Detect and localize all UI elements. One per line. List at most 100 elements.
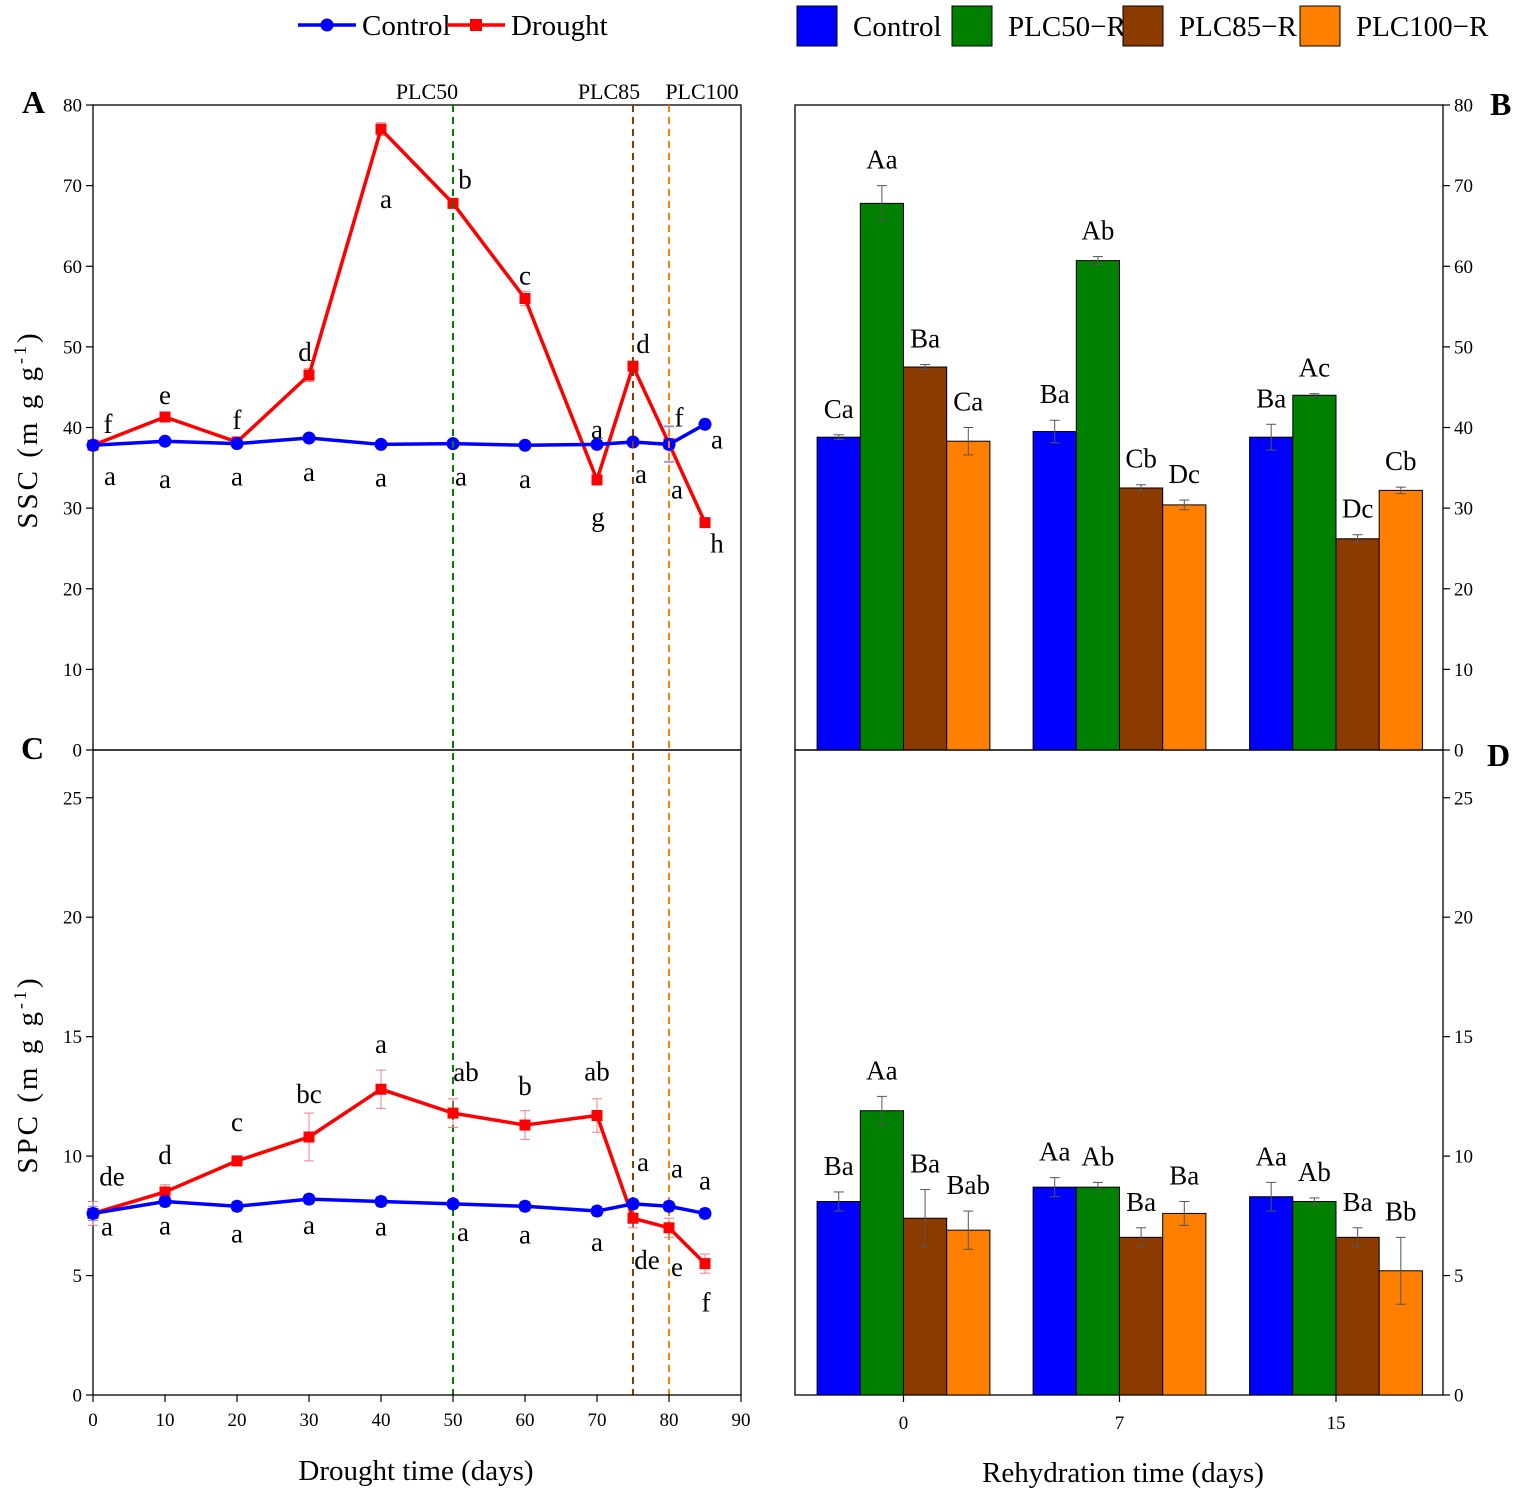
threshold-label: PLC85 xyxy=(578,79,640,104)
panel-letter: C xyxy=(21,730,44,766)
bar xyxy=(859,1110,904,1396)
y-tick-label: 20 xyxy=(1454,579,1473,600)
panel-letter: A xyxy=(22,84,45,120)
y-tick-label: 5 xyxy=(73,1266,83,1287)
control-significance-label: a xyxy=(519,464,531,494)
y-tick-label: 30 xyxy=(1454,499,1473,520)
control-significance-label: a xyxy=(303,1210,315,1240)
drought-point xyxy=(303,1131,315,1143)
control-point xyxy=(302,431,316,445)
control-significance-label: a xyxy=(591,1227,603,1257)
control-point xyxy=(158,434,172,448)
y-tick-label: 70 xyxy=(63,176,82,197)
bar-significance-label: Ca xyxy=(824,394,854,424)
legend-marker xyxy=(320,18,334,32)
bar-significance-label: Ab xyxy=(1081,216,1114,246)
bar-significance-label: Ba xyxy=(1169,1161,1199,1191)
bar xyxy=(946,1229,991,1396)
bar-significance-label: Bb xyxy=(1385,1196,1417,1226)
drought-significance-label: ab xyxy=(453,1057,478,1087)
control-point xyxy=(446,1197,460,1211)
drought-significance-label: c xyxy=(231,1107,243,1137)
control-point xyxy=(518,438,532,452)
y-tick-label: 20 xyxy=(63,579,82,600)
control-point xyxy=(158,1195,172,1208)
control-point xyxy=(230,437,244,451)
bar-significance-label: Dc xyxy=(1342,494,1373,524)
control-point xyxy=(374,437,388,451)
y-axis-title: SSC (m g g-1) xyxy=(10,330,44,528)
drought-significance-label: f xyxy=(104,409,113,439)
drought-significance-label: d xyxy=(298,337,312,367)
drought-series-line xyxy=(92,1087,707,1265)
drought-point xyxy=(627,1212,639,1224)
y-tick-label: 0 xyxy=(73,741,83,762)
panel-letter: B xyxy=(1490,86,1511,122)
control-point xyxy=(590,1204,604,1218)
legend-line-series: Control Drought xyxy=(298,10,608,42)
y-tick-label: 10 xyxy=(1454,660,1473,681)
control-significance-label: a xyxy=(671,474,683,504)
x-tick-label: 15 xyxy=(1327,1413,1346,1434)
drought-significance-label: f xyxy=(702,1288,711,1318)
y-tick-label: 10 xyxy=(63,660,82,681)
x-tick-label: 30 xyxy=(300,1410,319,1431)
drought-significance-label: g xyxy=(591,502,605,532)
drought-point xyxy=(159,411,171,423)
y-tick-label: 15 xyxy=(1454,1027,1473,1048)
x-tick-label: 0 xyxy=(899,1413,909,1434)
y-tick-label: 80 xyxy=(63,96,82,117)
bar xyxy=(1335,538,1380,751)
control-significance-label: a xyxy=(711,424,723,454)
plot-frame xyxy=(92,749,742,1396)
control-significance-label: a xyxy=(231,1218,243,1248)
bar xyxy=(1032,1186,1077,1396)
bar-significance-label: Ba xyxy=(910,324,940,354)
control-point xyxy=(302,1192,316,1206)
bar xyxy=(859,202,904,751)
drought-point xyxy=(447,1107,459,1119)
y-tick-label: 70 xyxy=(1454,176,1473,197)
control-significance-label: a xyxy=(101,1211,113,1241)
drought-point xyxy=(519,1119,531,1131)
x-tick-label: 7 xyxy=(1115,1413,1125,1434)
control-point xyxy=(662,1199,676,1213)
legend-swatch xyxy=(796,5,838,47)
drought-point xyxy=(699,517,711,529)
bar-significance-label: Ab xyxy=(1081,1141,1114,1171)
drought-significance-label: h xyxy=(710,529,724,559)
bar xyxy=(1119,487,1164,751)
x-axis-title: Rehydration time (days) xyxy=(982,1457,1264,1489)
panel-b-ssc-rehydration: 0 10 20 30 40 50 60 70 80 Ca Ba Ba Aa Ab Ac Ba Cb Dc Ca Dc C… xyxy=(794,86,1511,762)
drought-point xyxy=(519,293,531,304)
control-significance-label: a xyxy=(519,1219,531,1249)
bar xyxy=(1119,1236,1164,1396)
bar-significance-label: Cb xyxy=(1125,444,1157,474)
control-significance-label: a xyxy=(231,462,243,492)
y-tick-label: 60 xyxy=(1454,257,1473,278)
y-tick-label: 25 xyxy=(1454,788,1473,809)
control-series-line xyxy=(92,1197,706,1216)
legend-label: PLC85−R xyxy=(1179,11,1298,43)
y-tick-label: 15 xyxy=(63,1027,82,1048)
control-point xyxy=(590,437,604,451)
control-significance-label: a xyxy=(591,414,603,444)
drought-point xyxy=(159,1186,171,1198)
legend-label: PLC100−R xyxy=(1356,11,1489,43)
bar xyxy=(1292,1201,1337,1396)
x-tick-label: 0 xyxy=(88,1410,98,1431)
drought-significance-label: c xyxy=(519,261,531,291)
control-point xyxy=(86,438,100,452)
y-tick-label: 20 xyxy=(63,908,82,929)
legend-label: PLC50−R xyxy=(1008,11,1127,43)
y-tick-label: 40 xyxy=(63,418,82,439)
drought-point xyxy=(663,1222,675,1234)
bar xyxy=(1075,260,1121,751)
bar-significance-label: Ba xyxy=(1256,383,1286,413)
bar xyxy=(816,436,861,751)
bar xyxy=(1032,431,1077,751)
bar xyxy=(1378,489,1423,751)
